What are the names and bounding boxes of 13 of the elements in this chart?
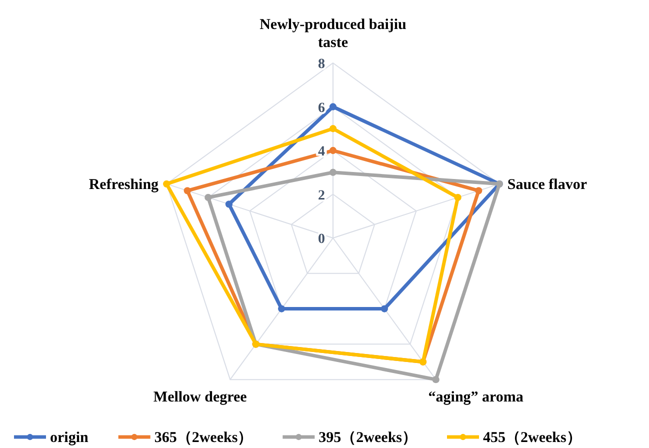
legend-label: 395（2weeks） [318, 430, 417, 446]
spoke-label: Sauce flavor [507, 176, 588, 193]
spoke-label: “aging” aroma [428, 390, 524, 406]
spoke-label: Refreshing [88, 176, 160, 193]
spoke-label: Newly-produced baijiu taste [260, 17, 406, 51]
legend-label: 455（2weeks） [483, 430, 582, 446]
y-tick-label: 6 [318, 100, 325, 116]
spoke-label: Mellow degree [153, 390, 248, 406]
y-tick-label: 0 [318, 232, 325, 247]
legend-label: origin [50, 430, 89, 446]
y-tick-label: 2 [318, 188, 325, 204]
legend-label: 365（2weeks） [154, 430, 253, 446]
y-tick-label: 8 [318, 57, 325, 72]
